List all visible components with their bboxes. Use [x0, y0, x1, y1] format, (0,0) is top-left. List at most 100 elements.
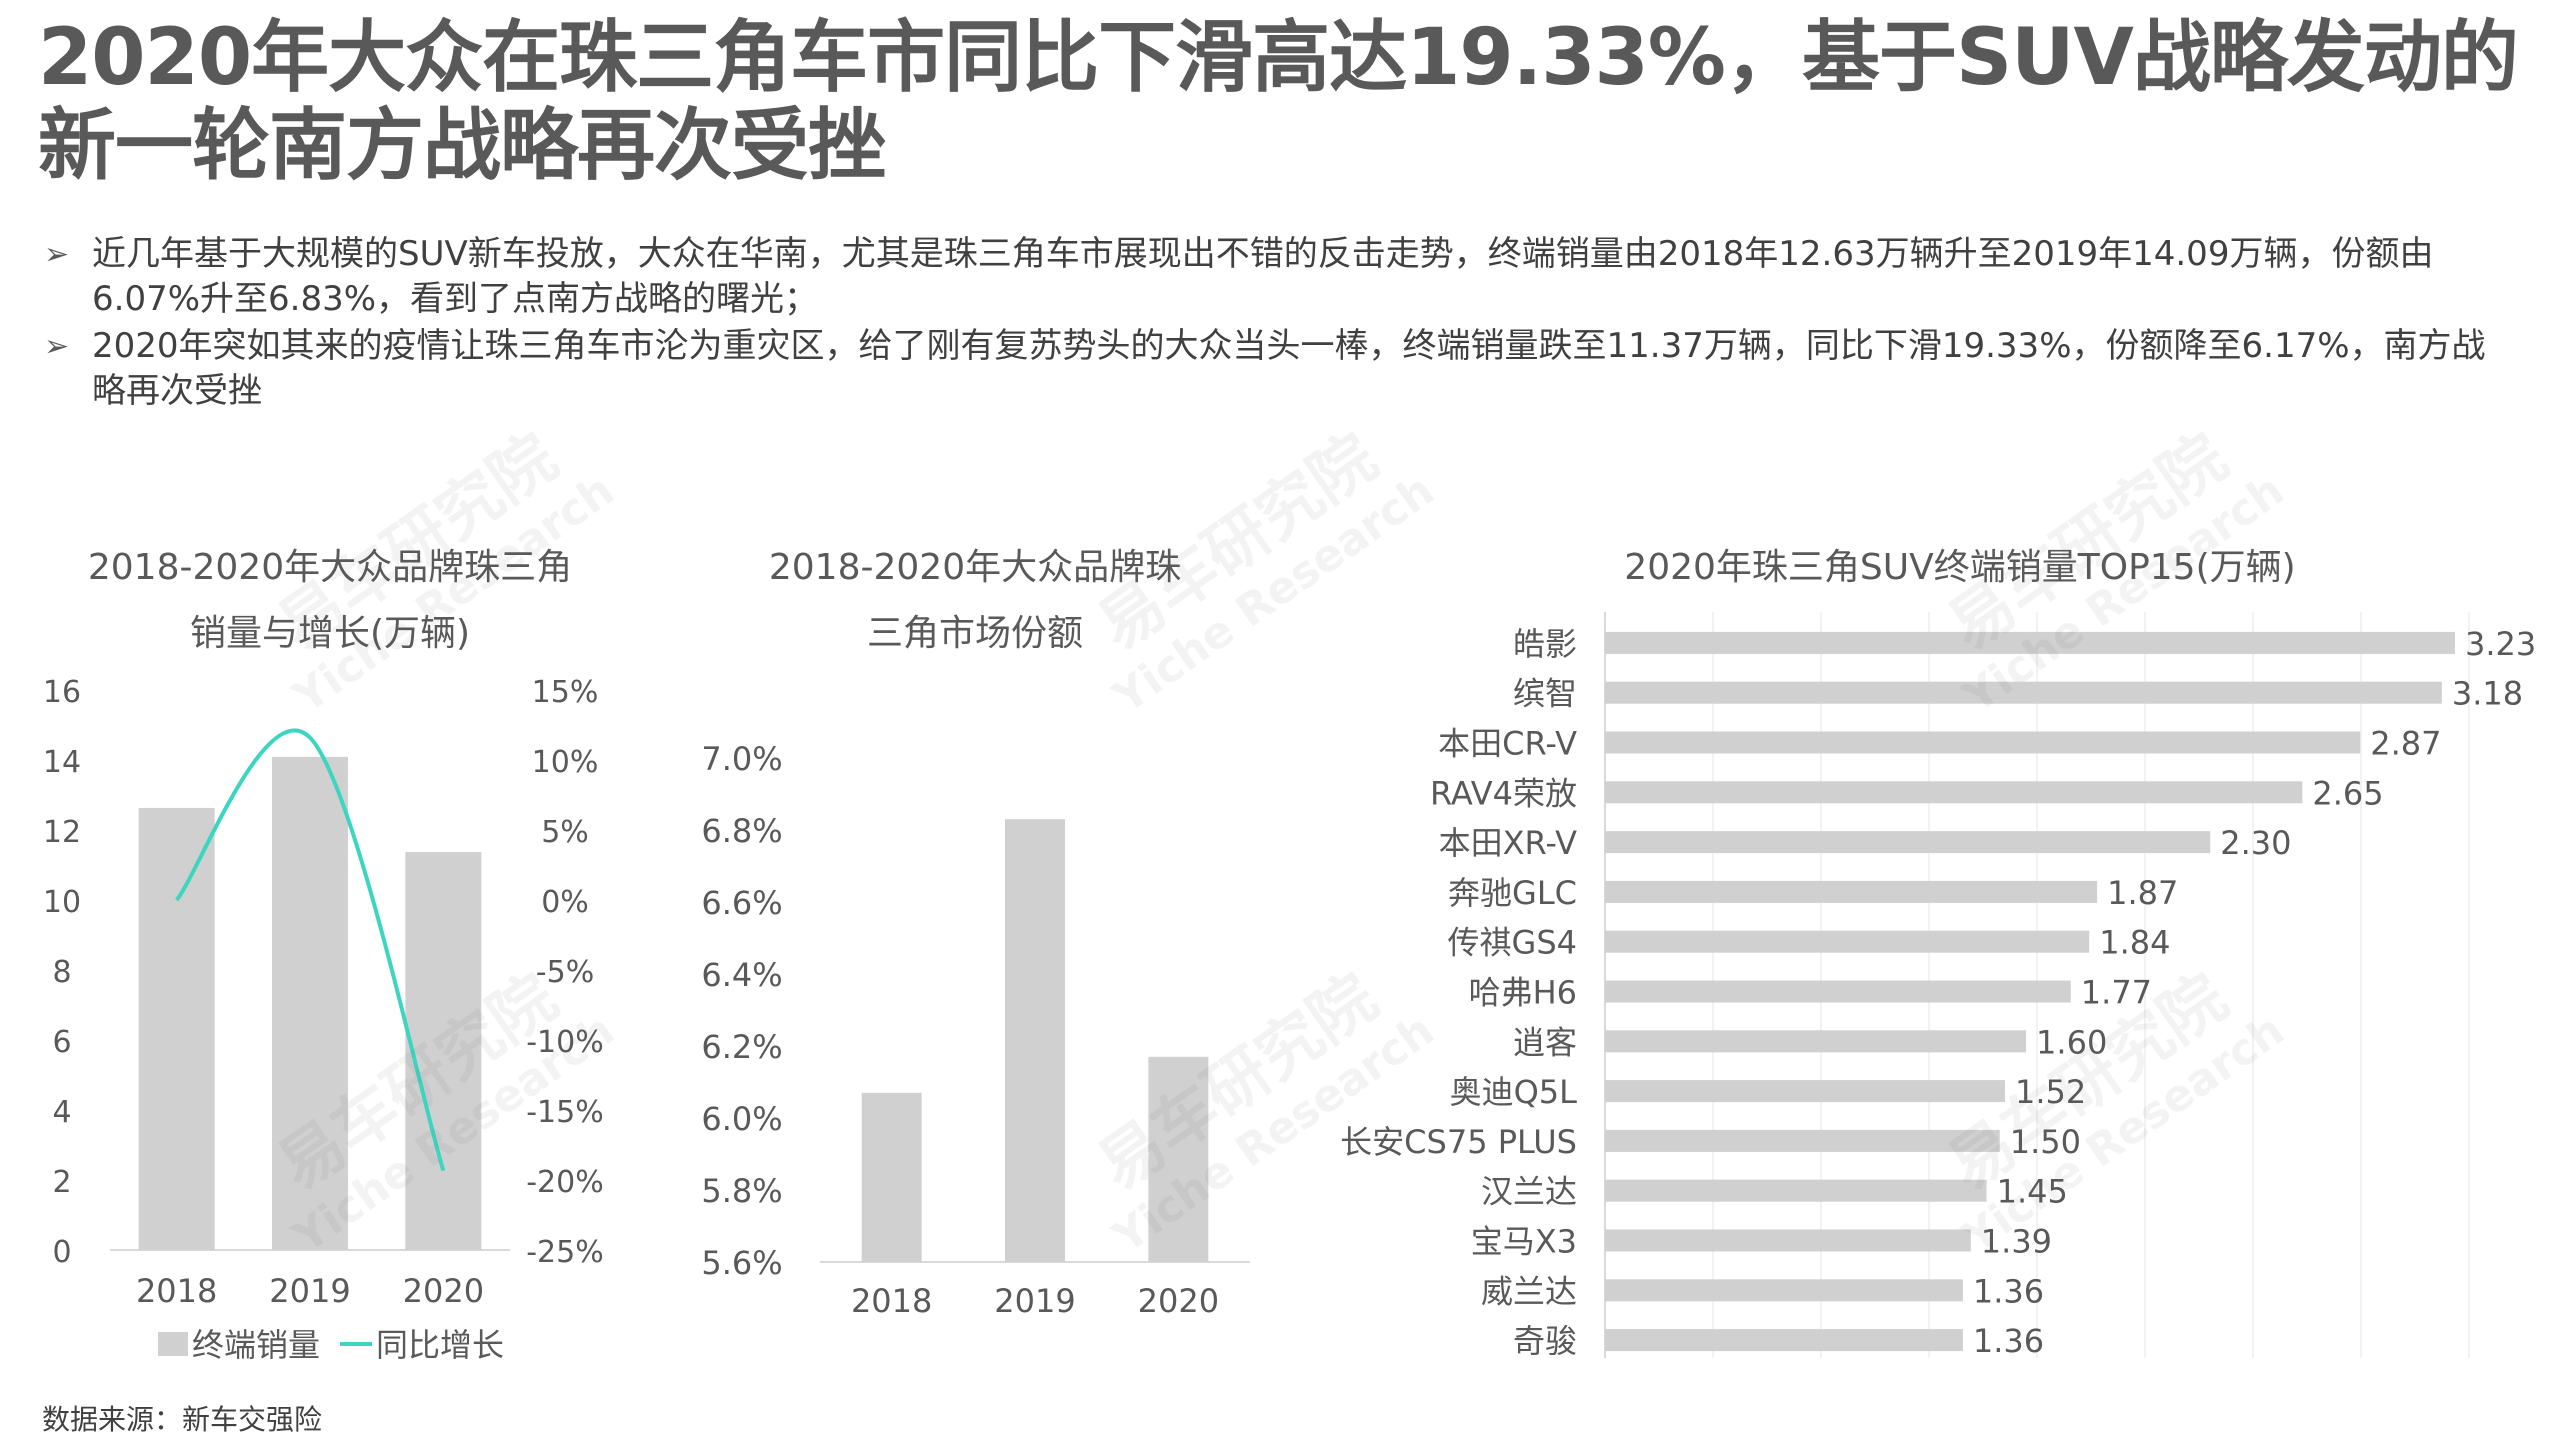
- y-tick-label: 5.6%: [701, 1244, 782, 1282]
- x-tick-label: 2018: [136, 1272, 217, 1310]
- chart3-title: 2020年珠三角SUV终端销量TOP15(万辆): [1624, 547, 2296, 588]
- bar-suv: [1605, 1179, 1987, 1202]
- y-right-tick-label: 10%: [532, 745, 599, 780]
- bar-suv: [1605, 681, 2442, 704]
- bullet-item: ➢ 近几年基于大规模的SUV新车投放，大众在华南，尤其是珠三角车市展现出不错的反…: [42, 232, 2512, 322]
- data-label: 2.65: [2312, 774, 2383, 812]
- y-tick-label: 6.4%: [701, 956, 782, 994]
- data-label: 1.84: [2099, 924, 2170, 962]
- y-left-tick-label: 16: [43, 675, 81, 710]
- data-label: 3.18: [2452, 675, 2523, 713]
- category-label: 缤智: [1513, 675, 1577, 713]
- y-left-tick-label: 12: [43, 815, 81, 850]
- bar-suv: [1605, 1279, 1963, 1302]
- bar-suv: [1605, 1229, 1971, 1252]
- data-label: 1.77: [2081, 974, 2152, 1012]
- data-label: 1.50: [2010, 1123, 2081, 1161]
- y-right-tick-label: -20%: [526, 1165, 604, 1200]
- y-left-tick-label: 4: [52, 1095, 71, 1130]
- chart2-title: 2018-2020年大众品牌珠三角市场份额: [768, 547, 1182, 654]
- y-tick-label: 6.6%: [701, 884, 782, 922]
- y-right-tick-label: -5%: [536, 955, 594, 990]
- y-right-tick-label: 5%: [541, 815, 589, 850]
- bar-suv: [1605, 1080, 2005, 1103]
- category-label: 传祺GS4: [1448, 924, 1577, 962]
- bar-suv: [1605, 980, 2071, 1003]
- category-label: 奔驰GLC: [1448, 874, 1577, 912]
- x-tick-label: 2018: [851, 1282, 932, 1320]
- data-label: 1.36: [1973, 1272, 2044, 1310]
- bar-share: [861, 1092, 922, 1262]
- page-title: 2020年大众在珠三角车市同比下滑高达19.33%，基于SUV战略发动的新一轮南…: [38, 13, 2519, 191]
- category-label: 奥迪Q5L: [1450, 1073, 1578, 1111]
- data-label: 1.36: [1973, 1322, 2044, 1360]
- category-label: 威兰达: [1481, 1272, 1577, 1310]
- legend-label-growth: 同比增长: [376, 1326, 504, 1364]
- y-right-tick-label: 0%: [541, 885, 589, 920]
- x-tick-label: 2019: [994, 1282, 1075, 1320]
- bar-sales: [272, 756, 348, 1250]
- bar-suv: [1605, 831, 2211, 854]
- y-tick-label: 6.2%: [701, 1028, 782, 1066]
- bullet-text: 2020年突如其来的疫情让珠三角车市沦为重灾区，给了刚有复苏势头的大众当头一棒，…: [92, 326, 2486, 411]
- y-left-tick-label: 2: [52, 1165, 71, 1200]
- x-tick-label: 2020: [1138, 1282, 1219, 1320]
- bullet-list: ➢ 近几年基于大规模的SUV新车投放，大众在华南，尤其是珠三角车市展现出不错的反…: [42, 232, 2512, 416]
- bar-suv: [1605, 930, 2090, 953]
- arrow-bullet-icon: ➢: [44, 329, 70, 364]
- bar-share: [1148, 1056, 1209, 1262]
- bar-share: [1005, 819, 1065, 1262]
- y-left-tick-label: 0: [52, 1235, 71, 1270]
- bar-suv: [1605, 1030, 2027, 1053]
- y-left-tick-label: 14: [43, 745, 81, 780]
- y-right-tick-label: -15%: [526, 1095, 604, 1130]
- y-left-tick-label: 6: [52, 1025, 71, 1060]
- data-label: 1.45: [1997, 1173, 2068, 1211]
- y-left-tick-label: 8: [52, 955, 71, 990]
- category-label: RAV4荣放: [1430, 774, 1577, 812]
- category-label: 汉兰达: [1481, 1173, 1577, 1211]
- bar-suv: [1605, 631, 2455, 654]
- data-label: 2.87: [2370, 725, 2441, 763]
- legend-label-sales: 终端销量: [192, 1326, 320, 1364]
- category-label: 本田CR-V: [1438, 725, 1577, 763]
- data-label: 1.87: [2107, 874, 2178, 912]
- category-label: 长安CS75 PLUS: [1340, 1123, 1577, 1161]
- bar-suv: [1605, 1129, 2000, 1152]
- bar-suv: [1605, 781, 2303, 804]
- bar-sales: [405, 852, 482, 1250]
- bullet-item: ➢ 2020年突如其来的疫情让珠三角车市沦为重灾区，给了刚有复苏势头的大众当头一…: [42, 324, 2512, 414]
- bar-suv: [1605, 1329, 1963, 1352]
- data-label: 2.30: [2220, 824, 2291, 862]
- data-label: 1.60: [2036, 1023, 2107, 1061]
- arrow-bullet-icon: ➢: [44, 237, 70, 272]
- y-tick-label: 5.8%: [701, 1172, 782, 1210]
- x-tick-label: 2020: [403, 1272, 484, 1310]
- category-label: 逍客: [1513, 1023, 1577, 1061]
- data-label: 1.39: [1981, 1223, 2052, 1261]
- y-right-tick-label: -10%: [526, 1025, 604, 1060]
- y-tick-label: 6.0%: [701, 1100, 782, 1138]
- x-tick-label: 2019: [269, 1272, 350, 1310]
- category-label: 哈弗H6: [1469, 974, 1577, 1012]
- category-label: 宝马X3: [1471, 1223, 1577, 1261]
- category-label: 本田XR-V: [1439, 824, 1578, 862]
- y-tick-label: 6.8%: [701, 812, 782, 850]
- line-growth: [175, 728, 446, 1172]
- category-label: 皓影: [1513, 625, 1577, 663]
- bar-suv: [1605, 880, 2098, 903]
- category-label: 奇骏: [1513, 1322, 1577, 1360]
- legend-swatch-sales: [158, 1332, 188, 1356]
- data-label: 3.23: [2465, 625, 2536, 663]
- bar-suv: [1605, 731, 2361, 754]
- y-tick-label: 7.0%: [701, 740, 782, 778]
- data-label: 1.52: [2015, 1073, 2086, 1111]
- y-left-tick-label: 10: [43, 885, 81, 920]
- bar-sales: [138, 807, 215, 1250]
- y-right-tick-label: -25%: [526, 1235, 604, 1270]
- bullet-text: 近几年基于大规模的SUV新车投放，大众在华南，尤其是珠三角车市展现出不错的反击走…: [92, 234, 2434, 319]
- y-right-tick-label: 15%: [532, 675, 599, 710]
